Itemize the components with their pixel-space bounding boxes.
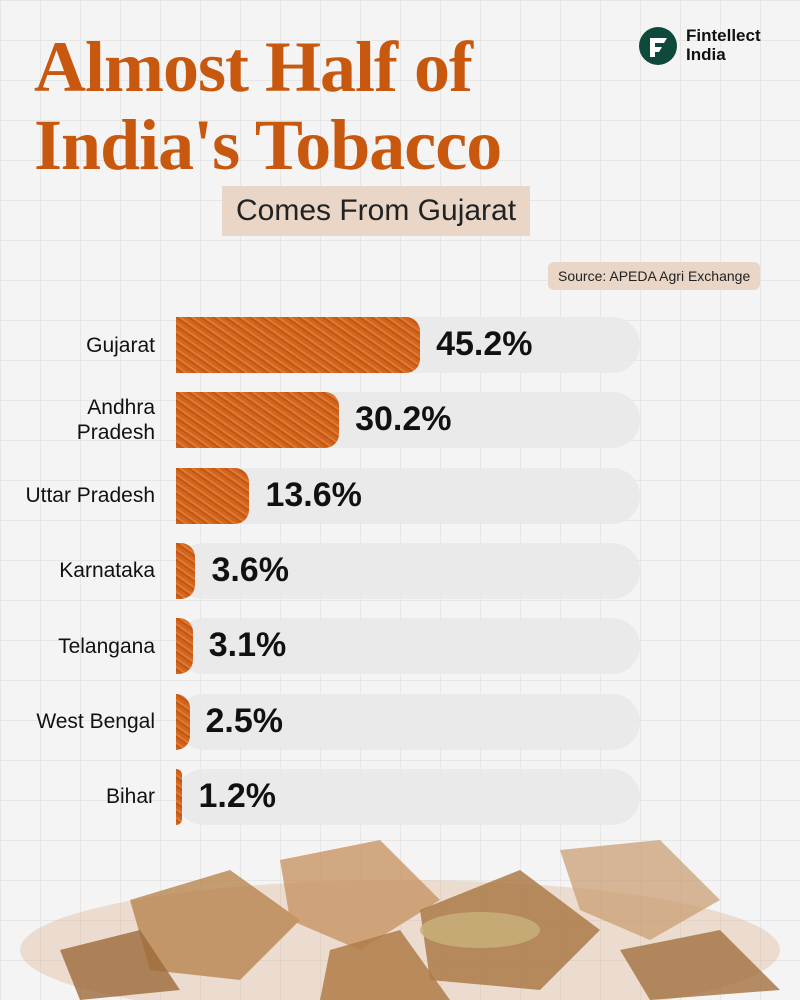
- bar-track: [176, 618, 640, 675]
- bar: [176, 392, 340, 449]
- tobacco-decoration: [20, 840, 780, 1000]
- bar: [176, 693, 190, 750]
- bar: [176, 467, 250, 524]
- category-label: Uttar Pradesh: [25, 484, 155, 508]
- source: Source: APEDA Agri Exchange: [548, 262, 761, 290]
- bar-track: [176, 542, 640, 599]
- subtitle: Comes From Gujarat: [222, 186, 531, 236]
- bar: [176, 768, 183, 825]
- value-label: 2.5%: [205, 701, 284, 740]
- brand-name: Fintellect India: [686, 26, 761, 64]
- value-label: 13.6%: [265, 475, 362, 514]
- brand-logo: [639, 27, 677, 65]
- title: Almost Half of India's Tobacco: [34, 27, 502, 185]
- value-label: 3.1%: [208, 626, 287, 665]
- category-label: Bihar: [105, 785, 155, 809]
- category-label: West Bengal: [36, 710, 155, 733]
- bar-track: [176, 768, 640, 825]
- value-label: 3.6%: [211, 550, 289, 589]
- value-label: 45.2%: [436, 325, 533, 363]
- category-label: Gujarat: [86, 333, 155, 357]
- bar-track: [176, 467, 640, 524]
- bar: [176, 542, 196, 599]
- bar-track: [176, 693, 640, 750]
- value-label: 1.2%: [198, 776, 276, 815]
- category-label: Andhra Pradesh: [76, 396, 155, 445]
- category-label: Telangana: [58, 634, 155, 658]
- bar: [176, 618, 193, 675]
- category-label: Karnataka: [59, 559, 155, 583]
- bar: [176, 317, 421, 373]
- value-label: 30.2%: [355, 400, 452, 439]
